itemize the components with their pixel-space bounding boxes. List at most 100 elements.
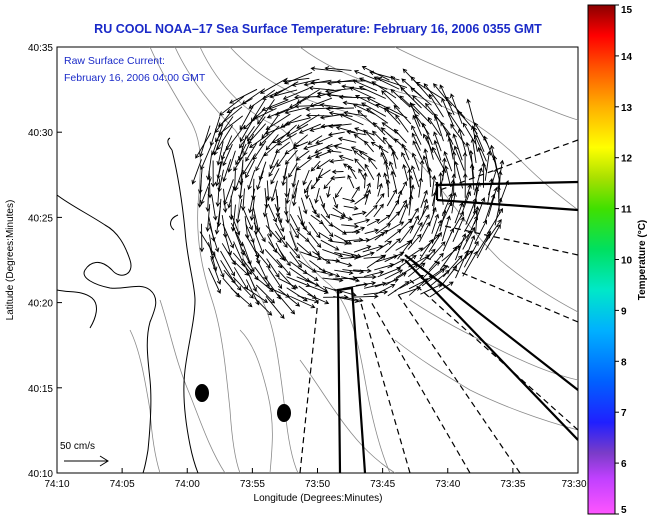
current-vector	[462, 250, 478, 277]
current-vector	[376, 240, 393, 252]
current-vector	[264, 123, 291, 135]
current-vector	[352, 79, 378, 92]
current-vector	[428, 252, 444, 271]
current-vector	[412, 140, 423, 160]
current-vector	[363, 129, 375, 142]
current-vector	[286, 123, 309, 137]
current-vector	[294, 94, 320, 100]
current-vector	[443, 150, 453, 172]
current-vector	[473, 167, 483, 196]
current-vector	[329, 158, 345, 164]
current-vector	[223, 232, 233, 256]
current-vector	[431, 213, 440, 234]
current-vector	[463, 240, 479, 268]
current-vector	[322, 248, 344, 258]
current-vector	[475, 205, 480, 233]
chart-title: RU COOL NOAA–17 Sea Surface Temperature:…	[94, 22, 542, 36]
current-vector	[353, 268, 372, 274]
current-vector	[384, 238, 401, 253]
current-vector	[263, 143, 279, 157]
current-vector	[268, 159, 279, 178]
y-tick-label: 40:35	[28, 43, 53, 54]
colorbar-tick-label: 11	[621, 205, 632, 216]
current-vector	[450, 178, 456, 207]
current-vector	[281, 168, 287, 187]
current-vector	[407, 233, 422, 250]
current-vector	[343, 205, 359, 211]
current-vector	[425, 135, 434, 160]
current-vector	[248, 188, 256, 214]
current-vector	[414, 113, 430, 135]
current-vector	[366, 108, 389, 124]
current-vector	[245, 267, 257, 292]
x-tick-label: 73:35	[500, 479, 525, 490]
x-tick-label: 73:45	[370, 479, 395, 490]
current-vector	[253, 107, 277, 120]
x-tick-label: 74:10	[44, 479, 69, 490]
current-vector	[212, 251, 225, 279]
current-vector	[275, 222, 286, 241]
current-vector	[377, 214, 391, 224]
colorbar-tick-label: 12	[621, 154, 633, 165]
current-vector	[489, 144, 498, 172]
current-vector	[235, 198, 243, 224]
current-vector	[472, 126, 485, 152]
current-vector	[288, 162, 298, 178]
current-vector	[421, 268, 446, 287]
current-vector	[477, 146, 488, 172]
current-vector	[262, 196, 268, 218]
current-vector	[428, 93, 444, 118]
current-vector	[451, 173, 457, 196]
current-vector	[363, 182, 371, 199]
current-vector	[324, 87, 354, 94]
current-vector	[457, 110, 478, 135]
current-vector	[332, 197, 339, 209]
current-vector	[269, 89, 298, 99]
current-vector	[307, 240, 320, 256]
current-vector	[292, 141, 309, 149]
current-vector	[335, 79, 366, 85]
current-vector	[450, 93, 463, 125]
current-vector	[417, 204, 429, 225]
current-vector	[199, 125, 211, 158]
current-vector	[411, 132, 421, 151]
current-vector	[267, 204, 278, 223]
current-vector	[388, 199, 400, 218]
current-vector	[454, 160, 464, 189]
current-vector	[320, 213, 334, 227]
current-vector	[257, 99, 275, 125]
y-axis-label: Latitude (Degrees:Minutes)	[5, 200, 16, 321]
current-vector	[364, 228, 380, 235]
x-tick-label: 73:40	[435, 479, 460, 490]
current-vector	[274, 230, 288, 249]
current-vector	[322, 258, 341, 263]
current-vector	[285, 241, 301, 259]
current-vector	[399, 225, 414, 244]
current-vector	[492, 155, 500, 180]
current-vector	[232, 276, 254, 299]
current-vector	[195, 132, 212, 159]
current-vector	[310, 178, 320, 190]
current-vector	[230, 287, 253, 308]
current-vector	[438, 181, 444, 205]
current-vector	[258, 161, 267, 181]
current-vector	[247, 169, 256, 190]
current-vector	[249, 134, 269, 149]
current-vector	[430, 269, 450, 287]
current-vector	[330, 213, 345, 220]
current-vector	[419, 213, 430, 232]
current-vector	[309, 97, 333, 108]
colorbar-tick-label: 14	[621, 52, 633, 63]
current-vector	[308, 85, 335, 91]
current-vector	[364, 189, 371, 205]
current-vector	[191, 159, 202, 185]
current-vector	[439, 209, 447, 232]
current-vector	[465, 215, 479, 242]
current-vector	[288, 96, 311, 109]
current-vector	[366, 218, 381, 227]
current-vector	[296, 114, 320, 129]
current-vector	[421, 122, 433, 146]
current-vector	[420, 189, 428, 208]
current-vector	[297, 295, 320, 304]
current-vector	[462, 183, 472, 208]
